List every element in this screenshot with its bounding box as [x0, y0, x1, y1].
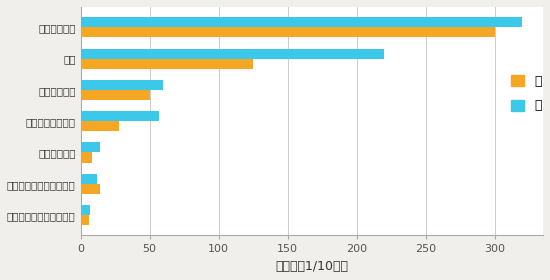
Bar [80, 174, 97, 184]
Legend: 女, 男: 女, 男 [512, 75, 541, 112]
Bar [80, 90, 150, 100]
Bar [80, 49, 384, 59]
Bar [80, 17, 522, 27]
Bar [80, 80, 163, 90]
Bar [80, 27, 495, 37]
Bar [80, 205, 90, 215]
Bar [80, 59, 253, 69]
X-axis label: 死亡率（1/10万）: 死亡率（1/10万） [276, 260, 348, 273]
Bar [80, 111, 160, 121]
Bar [80, 143, 100, 153]
Bar [80, 215, 89, 225]
Bar [80, 121, 119, 131]
Bar [80, 184, 100, 194]
Bar [80, 153, 92, 162]
